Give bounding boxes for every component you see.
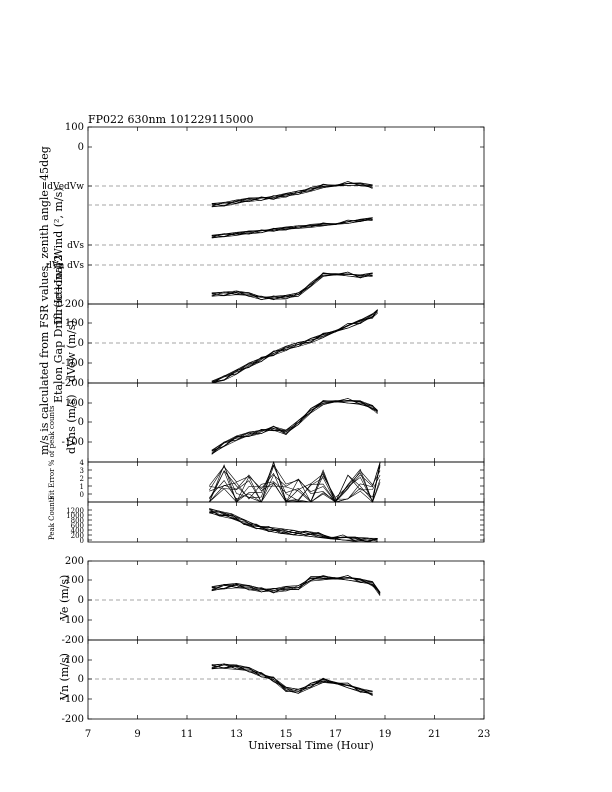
vn-ylabel: Vn (m/s) — [58, 653, 71, 700]
fiterr-trace-1 — [209, 462, 381, 503]
ytick-label-ve-2: 0 — [78, 595, 84, 606]
dir-series-0-trace-7 — [211, 181, 373, 206]
dir-series-1-trace-3 — [211, 219, 373, 238]
row-label-dir-1: dVs — [67, 241, 84, 251]
panel-frame-vns — [87, 382, 485, 463]
x-axis-label: Universal Time (Hour) — [248, 739, 374, 752]
etalon-ylabel: Etalon Gap Drift (Ie+Iw)/2 — [52, 254, 65, 403]
xtick-label-4: 15 — [280, 729, 293, 740]
ytick-label-peak-0: 1200 — [66, 507, 84, 515]
panel-frame-ve — [87, 560, 485, 641]
ytick-label-fiterr-1: 3 — [80, 467, 84, 475]
fiterr-trace-2 — [209, 461, 381, 503]
panel-frame-vn — [87, 639, 485, 720]
row-label-dir-0: dVedVw — [47, 182, 84, 192]
peak-trace-3 — [209, 508, 378, 542]
ve-trace-8 — [211, 576, 381, 596]
fiterr-trace-9 — [209, 480, 381, 503]
ytick-label-ve-0: 200 — [65, 556, 84, 567]
ytick-label-vns-2: -100 — [62, 437, 84, 448]
dir-series-2-trace-6 — [211, 272, 373, 300]
peak-trace-9 — [209, 510, 378, 543]
ytick-label-dir-1: 0 — [78, 142, 84, 153]
figure-title: FP022 630nm 101229115000 — [88, 113, 254, 126]
ytick-label-vew-0: 200 — [65, 299, 84, 310]
ytick-label-vns-0: 100 — [65, 398, 84, 409]
panel-frame-dir — [87, 126, 485, 305]
row-label-dir-2: dVn dVs — [46, 261, 84, 271]
vn-trace-7 — [211, 664, 373, 693]
ytick-label-vns-1: 0 — [78, 417, 84, 428]
ytick-label-peak-4: 400 — [71, 527, 84, 535]
ytick-label-ve-4: -200 — [62, 635, 84, 646]
peak-trace-8 — [209, 511, 378, 543]
ytick-label-peak-1: 1000 — [66, 512, 84, 520]
ytick-label-fiterr-3: 1 — [80, 483, 84, 491]
xtick-label-1: 9 — [134, 729, 140, 740]
vn-trace-6 — [211, 663, 373, 692]
fiterr-trace-3 — [209, 461, 381, 503]
fiterr-trace-7 — [209, 471, 381, 503]
xtick-label-6: 19 — [379, 729, 392, 740]
fiterr-trace-0 — [209, 460, 381, 503]
peak-trace-6 — [209, 508, 378, 541]
dir-series-2-trace-7 — [211, 271, 373, 300]
ytick-label-peak-2: 800 — [71, 517, 84, 525]
ytick-label-peak-6: 0 — [80, 537, 84, 545]
panel-frame-vew — [87, 303, 485, 384]
vew-trace-6 — [211, 311, 378, 382]
peak-ylabel: Peak Counts — [48, 495, 56, 540]
peak-trace-7 — [209, 509, 378, 542]
ytick-label-ve-3: -100 — [62, 615, 84, 626]
vns-trace-5 — [211, 401, 378, 454]
ytick-label-peak-3: 600 — [71, 522, 84, 530]
ytick-label-vn-2: -100 — [62, 694, 84, 705]
xtick-label-5: 17 — [329, 729, 342, 740]
fiterr-trace-6 — [209, 465, 381, 503]
dir-series-2-trace-0 — [211, 273, 373, 301]
vns-trace-7 — [211, 398, 378, 452]
ytick-label-vn-3: -200 — [62, 714, 84, 725]
ytick-label-vn-0: 100 — [65, 655, 84, 666]
xtick-label-7: 21 — [428, 729, 441, 740]
fiterr-trace-5 — [209, 464, 381, 503]
ytick-label-ve-1: 100 — [65, 575, 84, 586]
panel-frame-fiterr — [87, 461, 485, 503]
xtick-label-0: 7 — [85, 729, 91, 740]
xtick-label-8: 23 — [478, 729, 491, 740]
vns-ylabel: dVns (m/s) — [65, 394, 78, 454]
ve-ylabel: Ve (m/s) — [58, 574, 71, 620]
vns-trace-8 — [211, 399, 378, 455]
ytick-label-dir-0: 100 — [65, 122, 84, 133]
ytick-label-vew-3: -100 — [62, 358, 84, 369]
peak-trace-2 — [209, 509, 378, 539]
ytick-label-vew-4: -200 — [62, 378, 84, 389]
vew-trace-7 — [211, 312, 378, 383]
ytick-label-vn-1: 0 — [78, 674, 84, 685]
xtick-label-2: 11 — [181, 729, 194, 740]
panel-frame-peak — [87, 501, 485, 543]
vns-trace-6 — [211, 400, 378, 451]
ytick-label-peak-5: 200 — [71, 532, 84, 540]
vn-trace-8 — [211, 664, 373, 696]
ve-trace-6 — [211, 577, 381, 595]
ytick-label-fiterr-0: 4 — [80, 459, 85, 467]
fiterr-ylabel: Fit Error % of peak counts — [48, 405, 56, 500]
ve-trace-7 — [211, 575, 381, 596]
dir-series-1-trace-6 — [211, 217, 373, 236]
xtick-label-3: 13 — [230, 729, 243, 740]
ytick-label-vew-2: 0 — [78, 338, 84, 349]
fiterr-trace-8 — [209, 461, 381, 503]
dir-series-0-trace-6 — [211, 182, 373, 204]
ytick-label-fiterr-2: 2 — [80, 475, 84, 483]
vew-ylabel: dVew (m/s) — [65, 320, 78, 382]
ytick-label-fiterr-4: 0 — [80, 491, 84, 499]
ytick-label-vew-1: 100 — [65, 318, 84, 329]
dir-series-1-trace-7 — [211, 217, 373, 237]
vew-trace-8 — [211, 312, 378, 384]
